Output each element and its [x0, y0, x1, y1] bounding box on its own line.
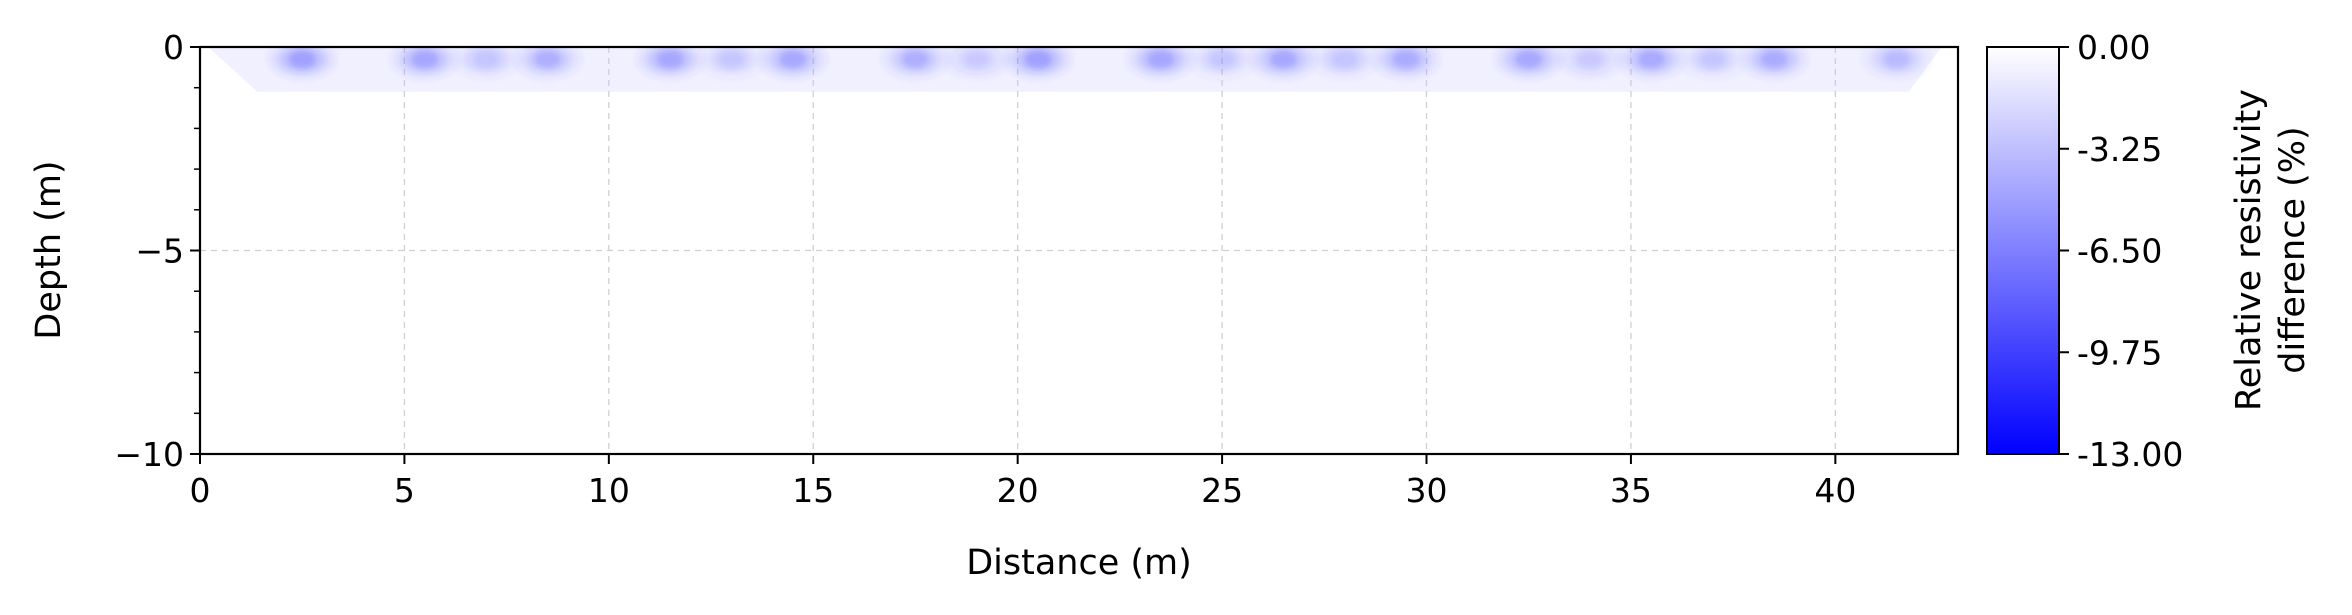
colorbar-tick-label: -13.00 — [2077, 435, 2183, 474]
anomaly-contour — [1392, 50, 1421, 69]
colorbar-label-line1: Relative resistivity — [2229, 89, 2269, 411]
anomaly-contour — [1146, 50, 1175, 69]
anomaly-contour — [1330, 50, 1359, 69]
anomaly-mark — [390, 47, 459, 80]
anomaly-contour — [1576, 50, 1605, 69]
anomaly-mark — [1617, 47, 1686, 80]
anomaly-contour — [717, 50, 746, 69]
anomaly-contour — [1024, 50, 1053, 69]
x-tick-label: 20 — [997, 471, 1039, 510]
colorbar-tick-label: -9.75 — [2077, 333, 2162, 372]
anomaly-contour — [1208, 50, 1237, 69]
colorbar-tick-label: 0.00 — [2077, 28, 2150, 67]
colorbar-tick-label: -3.25 — [2077, 130, 2162, 169]
anomaly-contour — [1269, 50, 1298, 69]
x-tick-label: 25 — [1201, 471, 1243, 510]
y-axis-label: Depth (m) — [29, 160, 69, 339]
anomaly-contour — [901, 50, 930, 69]
x-tick-label: 35 — [1610, 471, 1652, 510]
anomaly-contour — [778, 50, 807, 69]
x-tick-label: 5 — [394, 471, 415, 510]
anomaly-contour — [656, 50, 685, 69]
anomaly-contour — [533, 50, 562, 69]
x-tick-label: 30 — [1406, 471, 1448, 510]
x-tick-label: 40 — [1814, 471, 1856, 510]
anomaly-mark — [1556, 47, 1625, 80]
anomaly-contour — [410, 50, 439, 69]
x-axis: 0 5 10 15 20 25 30 35 40 — [190, 454, 1856, 510]
anomaly-mark — [1372, 47, 1441, 80]
colorbar — [1986, 46, 2060, 455]
y-tick-label: −10 — [114, 435, 184, 474]
colorbar-tick-label: -6.50 — [2077, 232, 2162, 271]
anomaly-mark — [1310, 47, 1379, 80]
x-tick-label: 10 — [588, 471, 630, 510]
colorbar-label-line2: difference (%) — [2273, 126, 2313, 373]
anomaly-mark — [758, 47, 827, 80]
plot-frame — [198, 45, 1960, 456]
anomaly-contour — [1882, 50, 1911, 69]
anomaly-mark — [268, 47, 337, 80]
anomaly-mark — [1862, 47, 1931, 80]
grid-lines — [199, 46, 1958, 455]
anomaly-contour — [1760, 50, 1789, 69]
anomaly-mark — [1188, 47, 1257, 80]
anomaly-mark — [942, 47, 1011, 80]
anomaly-contour — [962, 50, 991, 69]
anomaly-contour — [472, 50, 501, 69]
anomaly-mark — [1249, 47, 1318, 80]
colorbar-ticks: 0.00 -3.25 -6.50 -9.75 -13.00 — [2059, 28, 2183, 474]
x-tick-label: 0 — [190, 471, 211, 510]
y-tick-label: 0 — [163, 28, 184, 67]
anomaly-mark — [697, 47, 766, 80]
anomaly-contour — [1637, 50, 1666, 69]
x-tick-label: 15 — [792, 471, 834, 510]
anomaly-mark — [636, 47, 705, 80]
anomaly-mark — [1126, 47, 1195, 80]
anomaly-contour — [288, 50, 317, 69]
anomaly-mark — [1740, 47, 1809, 80]
anomaly-contour — [1698, 50, 1727, 69]
y-axis: 0 −5 −10 — [114, 28, 200, 474]
anomaly-contour — [1514, 50, 1543, 69]
anomaly-mark — [513, 47, 582, 80]
anomaly-mark — [1494, 47, 1563, 80]
resistivity-section — [208, 47, 1942, 92]
anomaly-mark — [1004, 47, 1073, 80]
anomaly-mark — [881, 47, 950, 80]
anomaly-mark — [452, 47, 521, 80]
x-axis-label: Distance (m) — [966, 543, 1192, 583]
anomaly-mark — [1678, 47, 1747, 80]
y-tick-label: −5 — [135, 232, 184, 271]
